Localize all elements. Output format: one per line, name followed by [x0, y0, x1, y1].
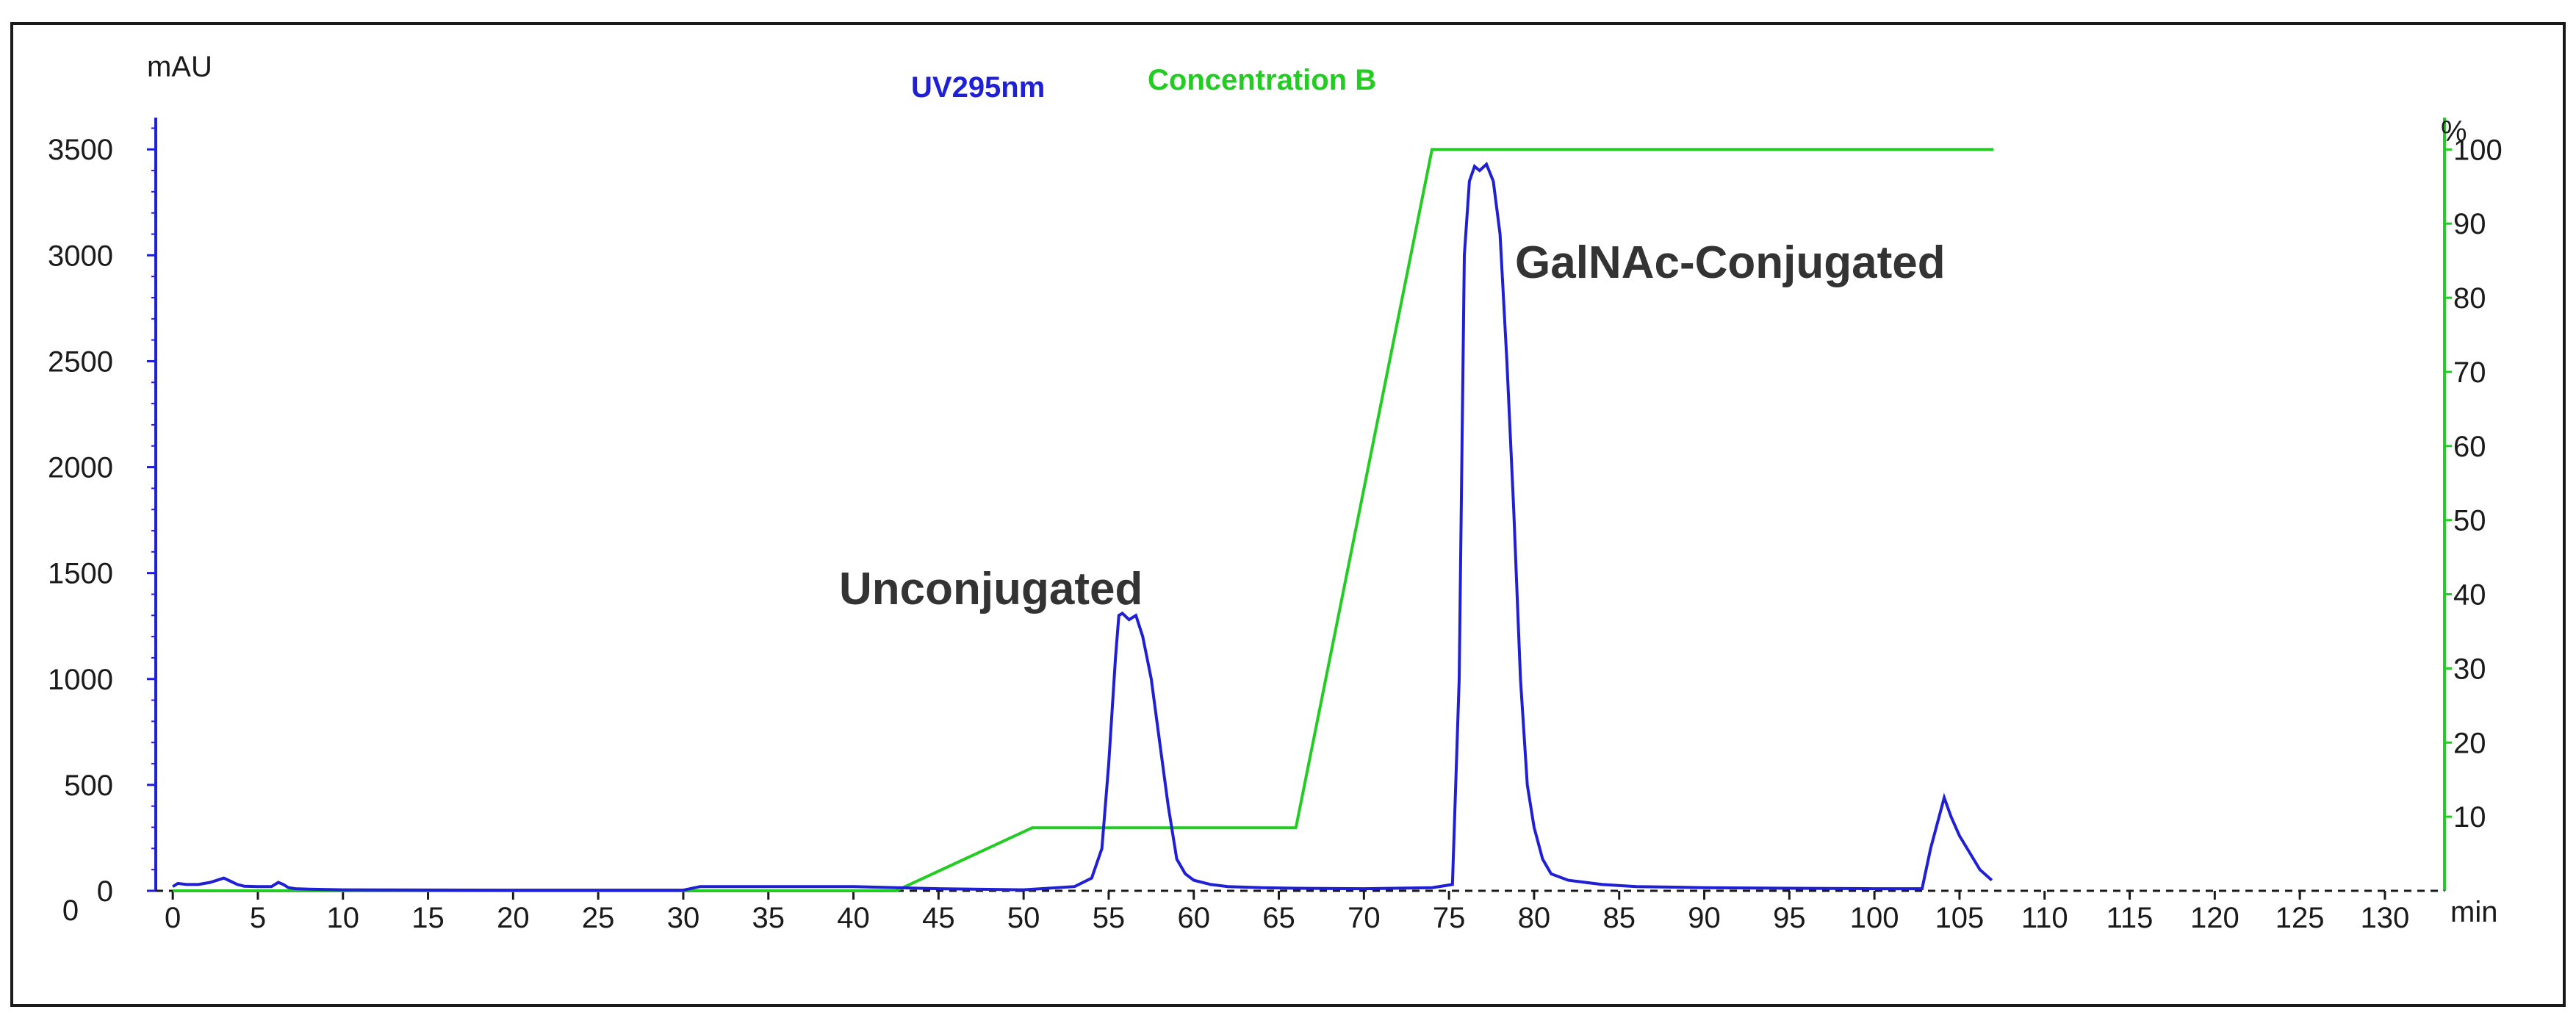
x-tick-label: 90	[1688, 902, 1721, 934]
y-tick-label: 500	[64, 770, 113, 802]
y-tick-label: 2500	[48, 345, 113, 378]
x-tick-label: 110	[2021, 902, 2068, 934]
y-tick-label: 1500	[48, 558, 113, 590]
x-tick-label: 10	[327, 902, 360, 934]
legend-concentration-b: Concentration B	[1148, 64, 1376, 96]
x-tick-label: 125	[2275, 902, 2325, 934]
y2-tick-label: 100	[2453, 134, 2503, 166]
x-tick-label: 5	[250, 902, 266, 934]
annotation-unconjugated: Unconjugated	[839, 564, 1143, 614]
x-tick-label: 25	[582, 902, 615, 934]
x-tick-label: 130	[2361, 902, 2410, 934]
right-y-ticks: 10 20 30 40 50 60 70 80 90 100	[2444, 134, 2503, 833]
x-tick-label: 20	[497, 902, 530, 934]
y-tick-label: 0	[97, 875, 113, 908]
y2-tick-label: 50	[2453, 505, 2486, 537]
y-tick-label: 3000	[48, 240, 113, 272]
figure-border	[10, 22, 2566, 1007]
x-tick-label: 55	[1093, 902, 1126, 934]
y2-tick-label: 40	[2453, 579, 2486, 612]
x-tick-label: 120	[2190, 902, 2239, 934]
x-tick-label: 30	[667, 902, 700, 934]
origin-label: 0	[62, 894, 79, 927]
x-axis-unit-label: min	[2450, 896, 2497, 928]
left-y-ticks: 0 500 1000 1500 2000 2500 3000 3500	[48, 127, 156, 908]
x-tick-label: 85	[1602, 902, 1636, 934]
x-tick-label: 100	[1850, 902, 1899, 934]
y2-tick-label: 10	[2453, 801, 2486, 833]
x-tick-label: 45	[922, 902, 955, 934]
y2-tick-label: 60	[2453, 431, 2486, 463]
y2-tick-label: 90	[2453, 208, 2486, 240]
annotation-galnac-conjugated: GalNAc-Conjugated	[1515, 237, 1946, 288]
x-ticks: 0 5 10 15 20 25 30 35 40 45 50 55 60 65 70 75 80 85 90 95 10…	[62, 891, 2409, 934]
x-tick-label: 75	[1433, 902, 1466, 934]
x-tick-label: 95	[1773, 902, 1806, 934]
x-tick-label: 70	[1348, 902, 1381, 934]
series-line-uv295nm	[172, 161, 1993, 892]
x-tick-label: 80	[1518, 902, 1551, 934]
y2-axis-unit-label: %	[2441, 115, 2467, 148]
x-tick-label: 15	[411, 902, 445, 934]
y2-tick-label: 30	[2453, 653, 2486, 685]
y2-tick-label: 20	[2453, 727, 2486, 759]
x-tick-label: 35	[752, 902, 785, 934]
y2-tick-label: 80	[2453, 282, 2486, 315]
legend-uv295nm: UV295nm	[911, 71, 1045, 104]
x-tick-label: 0	[165, 902, 181, 934]
x-tick-label: 115	[2107, 902, 2154, 934]
series-line-concentration-b	[173, 148, 1994, 892]
x-tick-label: 60	[1178, 902, 1211, 934]
x-tick-label: 65	[1262, 902, 1295, 934]
y-tick-label: 2000	[48, 452, 113, 484]
x-tick-label: 40	[837, 902, 870, 934]
y-tick-label: 3500	[48, 134, 113, 166]
x-tick-label: 105	[1935, 902, 1985, 934]
x-tick-label: 50	[1007, 902, 1040, 934]
y-tick-label: 1000	[48, 664, 113, 696]
y-axis-unit-label: mAU	[147, 51, 212, 83]
y2-tick-label: 70	[2453, 356, 2486, 389]
